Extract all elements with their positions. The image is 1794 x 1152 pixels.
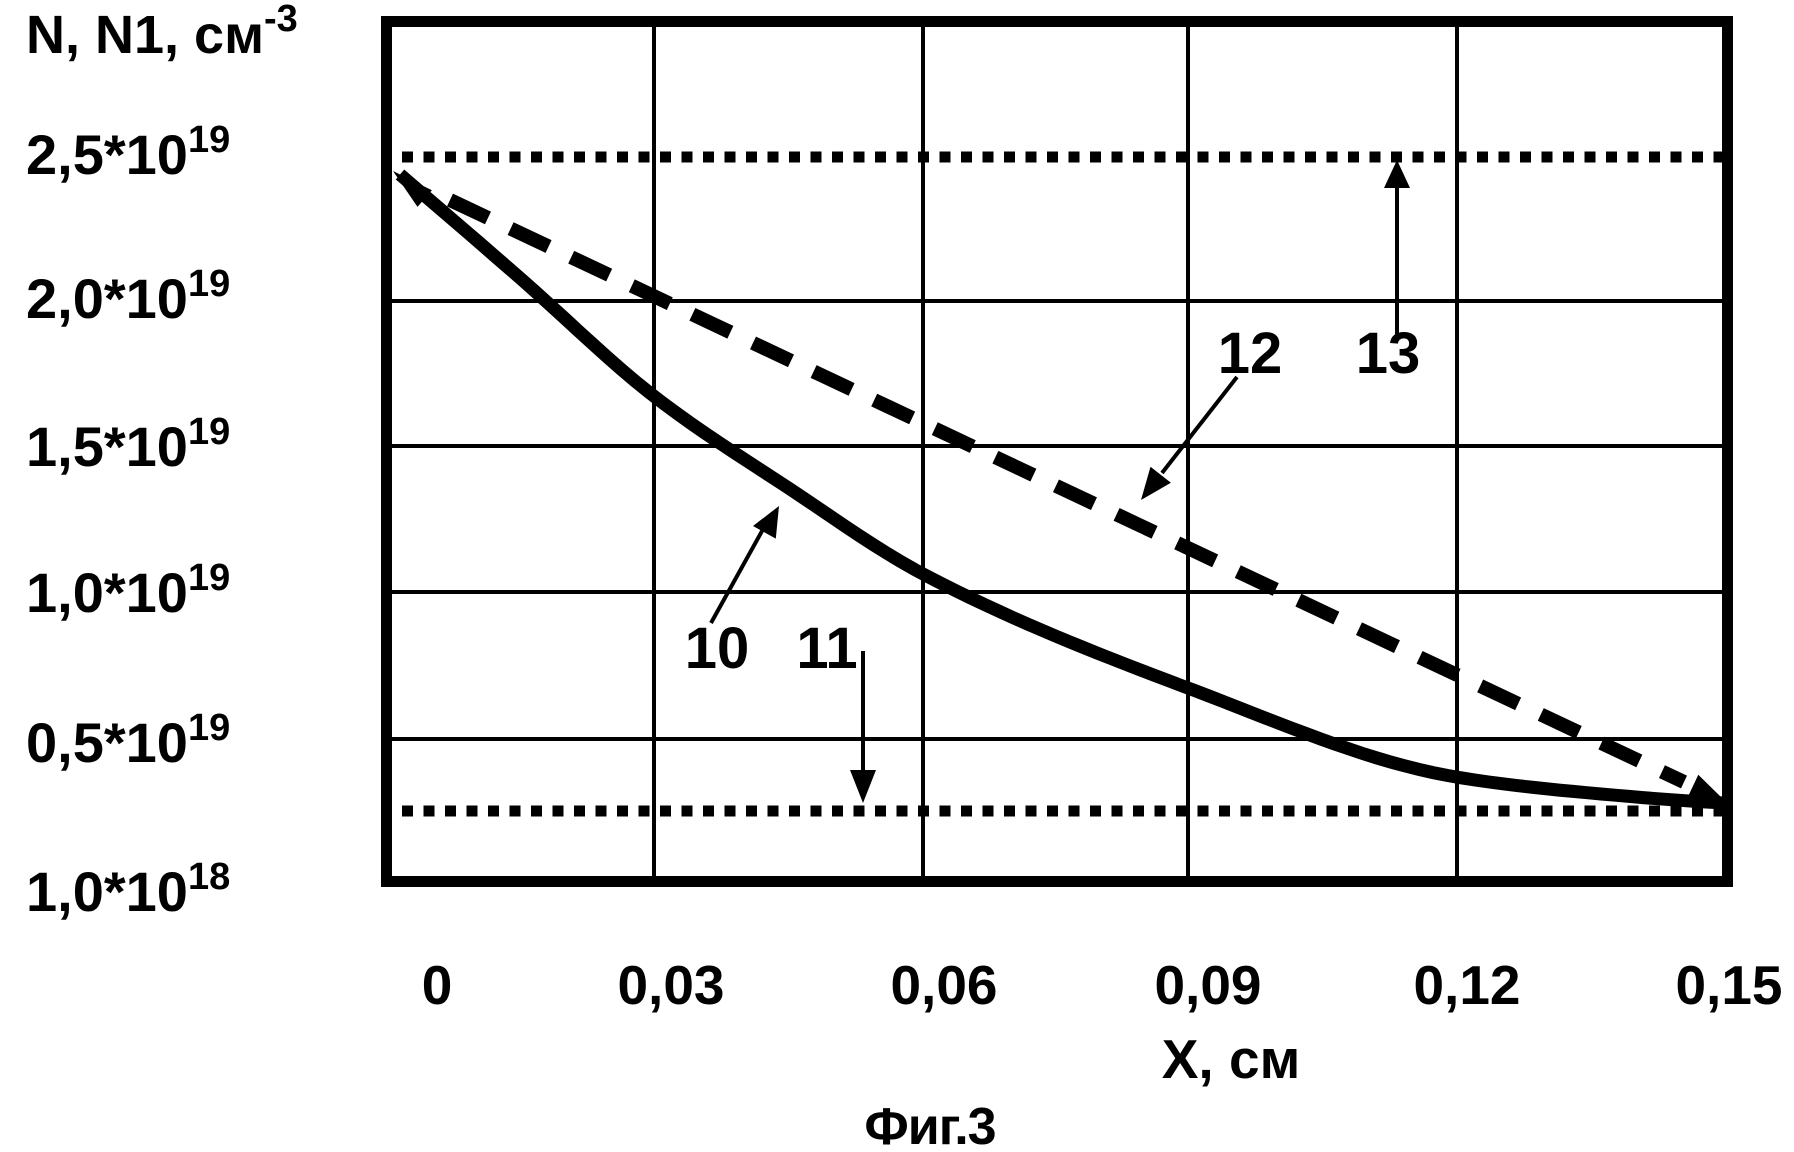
svg-text:X, см: X, см <box>1162 1028 1301 1090</box>
svg-text:11: 11 <box>796 616 857 681</box>
svg-text:13: 13 <box>1356 321 1421 386</box>
svg-text:0,12: 0,12 <box>1413 954 1520 1016</box>
svg-text:Фиг.3: Фиг.3 <box>864 1098 995 1152</box>
svg-text:0,09: 0,09 <box>1154 954 1261 1016</box>
svg-text:0,06: 0,06 <box>890 954 997 1016</box>
svg-text:N, N1, см-3: N, N1, см-3 <box>26 0 298 65</box>
svg-text:0: 0 <box>422 954 453 1016</box>
svg-text:10: 10 <box>685 616 750 681</box>
svg-text:12: 12 <box>1218 321 1283 386</box>
svg-text:0,03: 0,03 <box>617 954 724 1016</box>
svg-text:0,15: 0,15 <box>1675 954 1782 1016</box>
